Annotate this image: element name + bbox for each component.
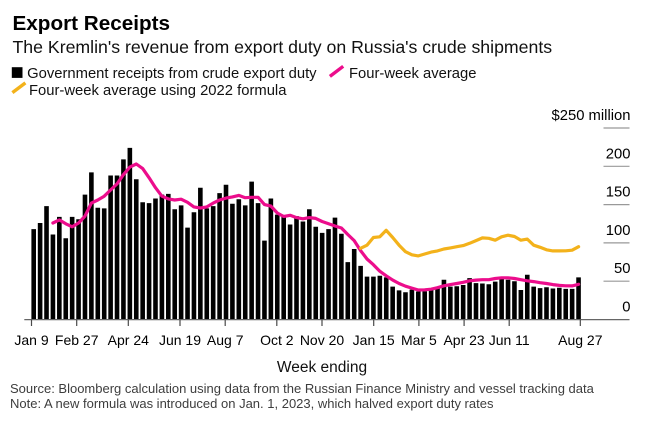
- svg-text:The Kremlin's revenue from exp: The Kremlin's revenue from export duty o…: [13, 37, 553, 57]
- svg-text:Mar 5: Mar 5: [401, 332, 437, 348]
- svg-text:Oct 2: Oct 2: [260, 332, 294, 348]
- svg-text:50: 50: [614, 261, 630, 277]
- svg-text:200: 200: [606, 146, 631, 162]
- svg-text:100: 100: [606, 223, 631, 239]
- svg-text:Apr 23: Apr 23: [443, 332, 484, 348]
- svg-text:Jun 11: Jun 11: [489, 332, 530, 348]
- svg-text:Aug 7: Aug 7: [207, 332, 244, 348]
- svg-text:Jan 9: Jan 9: [14, 332, 48, 348]
- svg-text:Nov 20: Nov 20: [300, 332, 345, 348]
- svg-text:Note: A new formula was introd: Note: A new formula was introduced on Ja…: [10, 396, 494, 411]
- svg-text:Four-week average using 2022 f: Four-week average using 2022 formula: [29, 83, 287, 99]
- svg-text:Jan 15: Jan 15: [353, 332, 395, 348]
- svg-text:Source: Bloomberg calculation: Source: Bloomberg calculation using data…: [10, 381, 595, 396]
- svg-text:Government receipts from crude: Government receipts from crude export du…: [27, 66, 317, 82]
- svg-text:Feb 27: Feb 27: [55, 332, 99, 348]
- svg-text:$250 million: $250 million: [552, 108, 631, 124]
- svg-text:Apr 24: Apr 24: [108, 332, 149, 348]
- svg-text:Aug 27: Aug 27: [558, 332, 603, 348]
- svg-text:Jun 19: Jun 19: [159, 332, 201, 348]
- svg-text:Export Receipts: Export Receipts: [13, 12, 171, 35]
- svg-text:Week ending: Week ending: [277, 359, 367, 376]
- svg-text:150: 150: [606, 185, 631, 201]
- svg-text:Four-week average: Four-week average: [349, 66, 476, 82]
- svg-text:0: 0: [622, 300, 630, 316]
